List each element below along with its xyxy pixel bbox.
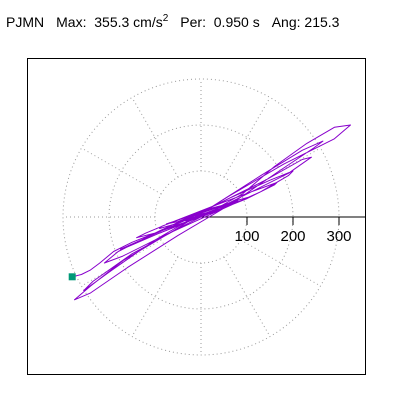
grid-spoke-240 [131,256,179,337]
grid-spoke-120 [131,97,179,178]
grid-spoke-60 [223,97,271,178]
polar-grid [62,78,340,356]
grid-spoke-30 [240,147,321,195]
tick-label-200: 200 [280,228,305,245]
radial-axis [201,216,365,225]
orbit-path [72,124,351,301]
plot-area: 100 200 300 [27,58,366,375]
end-point-marker [68,273,76,281]
grid-spoke-330 [240,239,321,287]
polar-orbit-chart: 100 200 300 [62,78,365,356]
max-label: Max: [56,14,87,30]
grid-spoke-210 [81,239,162,287]
max-unit-exponent: 2 [162,13,169,24]
max-value: 355.3 cm/s [94,14,163,30]
station-code: PJMN [6,14,45,30]
period-label: Per: [180,14,206,30]
tick-labels: 100 200 300 [234,228,351,245]
angle-label: Ang: [271,14,301,30]
chart-title: PJMN Max: 355.3 cm/s2 Per: 0.950 s Ang: 215… [6,13,339,31]
orbit-trace [72,124,351,301]
angle-value: 215.3 [304,14,340,30]
grid-spoke-300 [223,256,271,337]
period-value: 0.950 s [213,14,260,30]
tick-label-100: 100 [234,228,259,245]
end-marker-layer [68,273,76,281]
grid-spoke-150 [81,147,162,195]
tick-label-300: 300 [326,228,351,245]
